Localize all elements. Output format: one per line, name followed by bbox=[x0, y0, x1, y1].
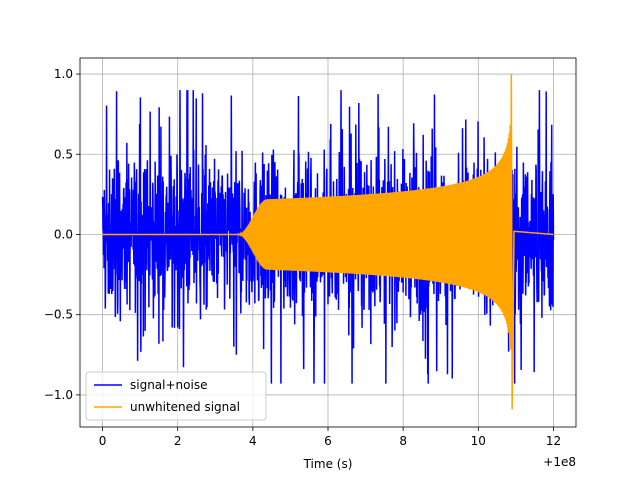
legend-box bbox=[85, 371, 267, 421]
legend-label-unwhitened-signal: unwhitened signal bbox=[130, 400, 240, 414]
x-tick-label: 2 bbox=[174, 434, 182, 448]
y-tick-label: 0.0 bbox=[54, 227, 73, 241]
y-tick-label: 1.0 bbox=[54, 67, 73, 81]
x-offset-label: +1e8 bbox=[543, 455, 576, 469]
legend-label-signal-noise: signal+noise bbox=[130, 378, 207, 392]
y-tick-label: −0.5 bbox=[44, 308, 73, 322]
x-tick-label: 0 bbox=[99, 434, 107, 448]
y-tick-label: 0.5 bbox=[54, 147, 73, 161]
y-tick-label: −1.0 bbox=[44, 388, 73, 402]
series-unwhitened-signal bbox=[102, 74, 554, 410]
plot-area bbox=[101, 74, 555, 410]
x-tick-label: 6 bbox=[324, 434, 332, 448]
x-tick-label: 12 bbox=[546, 434, 561, 448]
x-axis: 0 2 4 6 8 10 12 bbox=[99, 427, 561, 448]
x-axis-label: Time (s) bbox=[303, 457, 353, 471]
x-tick-label: 8 bbox=[399, 434, 407, 448]
legend: signal+noise unwhitened signal bbox=[85, 371, 267, 421]
y-axis: 1.0 0.5 0.0 −0.5 −1.0 bbox=[44, 67, 80, 402]
x-tick-label: 4 bbox=[249, 434, 257, 448]
x-tick-label: 10 bbox=[471, 434, 486, 448]
